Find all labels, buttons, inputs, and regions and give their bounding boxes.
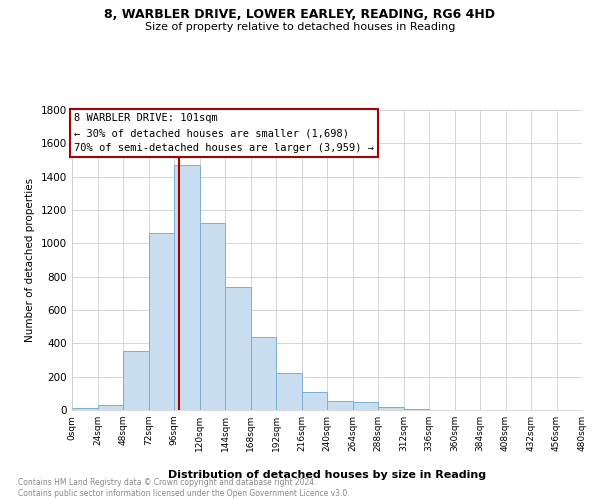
Bar bbox=[97, 405, 123, 410]
Bar bbox=[276, 372, 302, 410]
Bar bbox=[251, 336, 276, 410]
Bar bbox=[174, 165, 199, 410]
Text: Contains HM Land Registry data © Crown copyright and database right 2024.
Contai: Contains HM Land Registry data © Crown c… bbox=[18, 478, 350, 498]
Bar bbox=[72, 408, 97, 410]
Bar bbox=[353, 402, 378, 410]
Bar bbox=[225, 286, 251, 410]
Text: 8, WARBLER DRIVE, LOWER EARLEY, READING, RG6 4HD: 8, WARBLER DRIVE, LOWER EARLEY, READING,… bbox=[104, 8, 496, 20]
Text: Distribution of detached houses by size in Reading: Distribution of detached houses by size … bbox=[168, 470, 486, 480]
Y-axis label: Number of detached properties: Number of detached properties bbox=[25, 178, 35, 342]
Bar bbox=[378, 406, 404, 410]
Bar bbox=[404, 409, 429, 410]
Bar bbox=[149, 234, 174, 410]
Text: Size of property relative to detached houses in Reading: Size of property relative to detached ho… bbox=[145, 22, 455, 32]
Bar bbox=[327, 401, 353, 410]
Bar bbox=[123, 351, 149, 410]
Bar bbox=[302, 392, 327, 410]
Text: 8 WARBLER DRIVE: 101sqm
← 30% of detached houses are smaller (1,698)
70% of semi: 8 WARBLER DRIVE: 101sqm ← 30% of detache… bbox=[74, 114, 374, 153]
Bar bbox=[199, 224, 225, 410]
